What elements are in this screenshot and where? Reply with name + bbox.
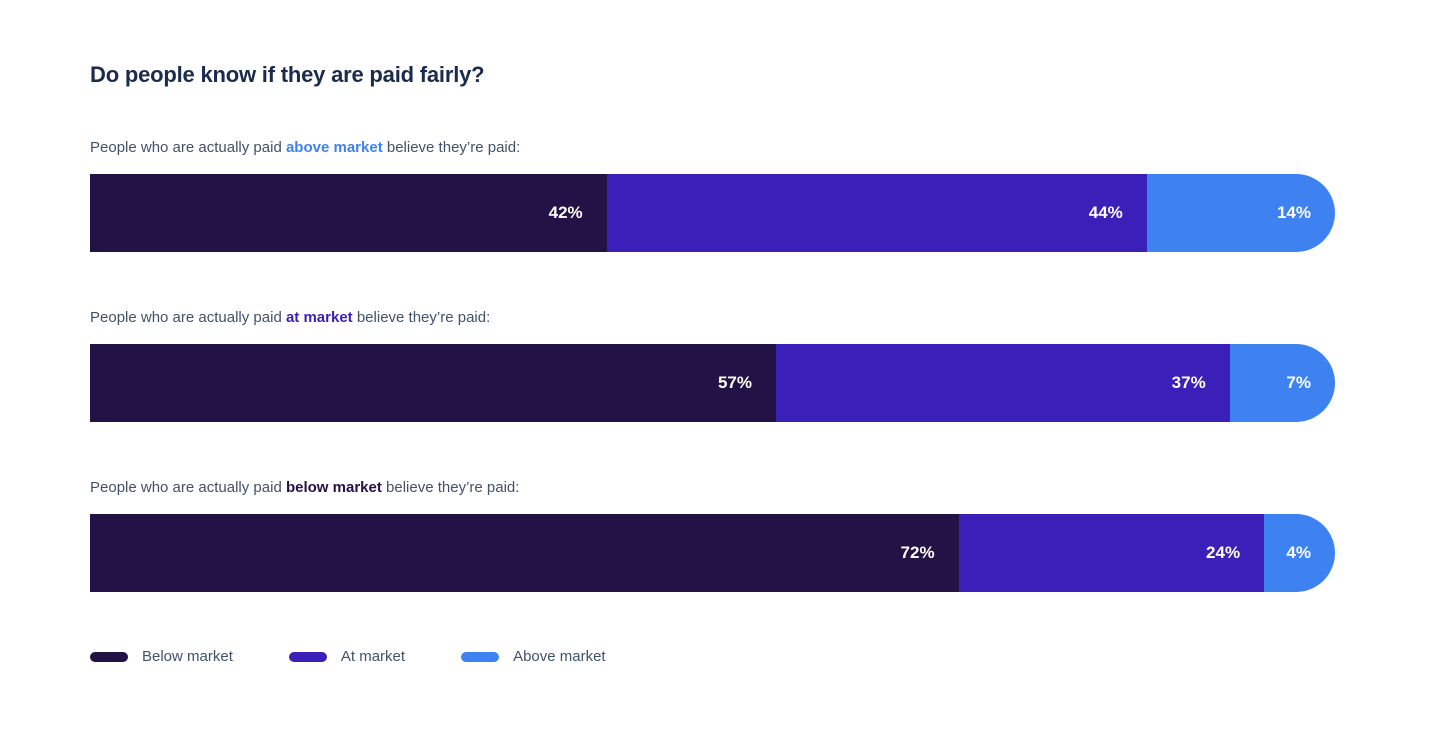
chart-row-at-market: People who are actually paid at market b… <box>90 308 1440 422</box>
legend-swatch-below-market <box>90 651 128 662</box>
legend-item-at-market: At market <box>288 648 406 665</box>
segment-value-label: 57% <box>717 373 752 392</box>
row-label-prefix: People who are actually paid <box>90 479 286 496</box>
legend-swatch-above-market <box>461 651 500 662</box>
segment-value-label: 14% <box>1276 203 1311 222</box>
segment-value-label: 4% <box>1286 543 1311 562</box>
segment-value-label: 24% <box>1206 543 1241 562</box>
legend-swatch-at-market <box>288 651 327 662</box>
row-label-prefix: People who are actually paid <box>90 309 286 326</box>
legend-item-above-market: Above market <box>461 648 606 665</box>
bar-segment-below-market: 57% <box>90 344 776 422</box>
chart-container: Do people know if they are paid fairly? … <box>90 62 1440 665</box>
page-title: Do people know if they are paid fairly? <box>90 62 485 87</box>
segment-value-label: 42% <box>548 203 583 222</box>
row-label-suffix: believe they’re paid: <box>352 309 491 326</box>
stacked-bar: 72% 24% 4% <box>90 514 1335 592</box>
stacked-bar: 42% 44% 14% <box>90 174 1335 252</box>
row-label-highlight: above market <box>285 139 383 156</box>
bar-segment-at-market: 24% <box>958 514 1265 592</box>
legend-label: Below market <box>142 648 233 665</box>
row-label-prefix: People who are actually paid <box>90 139 286 156</box>
row-label-highlight: at market <box>285 309 353 326</box>
row-label-suffix: believe they’re paid: <box>382 139 521 156</box>
legend: Below market At market Above market <box>90 648 1440 665</box>
row-label-suffix: believe they’re paid: <box>381 479 520 496</box>
bar-segment-below-market: 42% <box>90 174 607 252</box>
bar-segment-above-market: 4% <box>1264 514 1335 592</box>
legend-item-below-market: Below market <box>90 648 233 665</box>
row-label: People who are actually paid at market b… <box>90 308 1440 328</box>
legend-label: Above market <box>513 648 606 665</box>
row-label: People who are actually paid above marke… <box>90 138 1440 158</box>
bar-segment-above-market: 14% <box>1146 174 1335 252</box>
row-label-highlight: below market <box>285 479 382 496</box>
bar-segment-at-market: 37% <box>775 344 1230 422</box>
bar-segment-below-market: 72% <box>90 514 959 592</box>
bar-segment-at-market: 44% <box>606 174 1147 252</box>
chart-row-above-market: People who are actually paid above marke… <box>90 138 1440 252</box>
segment-value-label: 7% <box>1286 373 1311 392</box>
stacked-bar: 57% 37% 7% <box>90 344 1335 422</box>
row-label: People who are actually paid below marke… <box>90 478 1440 498</box>
segment-value-label: 37% <box>1171 373 1206 392</box>
segment-value-label: 72% <box>900 543 935 562</box>
bar-segment-above-market: 7% <box>1229 344 1335 422</box>
legend-label: At market <box>340 648 406 665</box>
chart-row-below-market: People who are actually paid below marke… <box>90 478 1440 592</box>
segment-value-label: 44% <box>1088 203 1123 222</box>
